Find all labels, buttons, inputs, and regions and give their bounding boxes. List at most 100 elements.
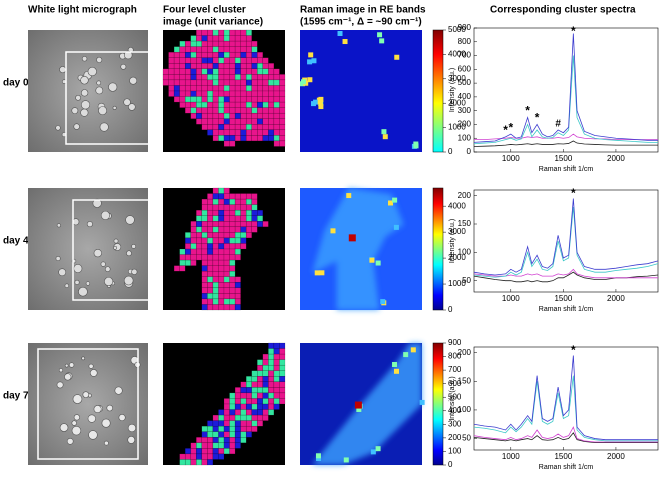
micrograph-granule: [55, 256, 61, 262]
raman-pixel: [330, 228, 336, 234]
cluster-pixel: [262, 387, 269, 394]
cluster-pixel: [229, 129, 236, 136]
cluster-pixel: [184, 237, 191, 244]
x-tick-label: 2000: [607, 452, 625, 461]
cluster-pixel: [212, 437, 219, 444]
cluster-pixel: [223, 107, 230, 114]
colorbar-tick-label: 300: [448, 419, 462, 428]
cluster-pixel: [223, 68, 230, 75]
cluster-pixel: [207, 90, 214, 97]
cluster-pixel: [229, 46, 236, 53]
plot-area: [473, 346, 659, 451]
cluster-pixel: [229, 57, 236, 64]
cluster-pixel: [240, 198, 247, 205]
cluster-pixel: [279, 359, 286, 366]
raman-pixel: [419, 399, 425, 405]
cluster-pixel: [273, 85, 280, 92]
cluster-pixel: [273, 398, 280, 405]
spectrum-line: [473, 426, 658, 443]
colorbar-tick-label: 800: [448, 352, 462, 361]
cluster-pixel: [268, 85, 275, 92]
cluster-pixel: [207, 51, 214, 58]
micrograph-granule: [104, 266, 111, 272]
cluster-pixel: [196, 74, 203, 81]
cluster-pixel: [245, 226, 252, 233]
cluster-pixel: [268, 112, 275, 119]
cluster-pixel: [245, 74, 252, 81]
cluster-pixel: [223, 135, 230, 142]
cluster-pixel: [229, 414, 236, 421]
micrograph-granule: [127, 423, 137, 433]
cluster-pixel: [179, 46, 186, 53]
cluster-pixel: [212, 270, 219, 277]
cluster-pixel: [223, 232, 230, 239]
cluster-pixel: [184, 85, 191, 92]
micrograph-granule: [118, 414, 126, 422]
cluster-pixel: [196, 209, 203, 216]
cluster-pixel: [279, 381, 286, 388]
micrograph-granule: [95, 86, 104, 95]
cluster-pixel: [234, 237, 241, 244]
cluster-pixel: [257, 101, 264, 108]
cluster-pixel: [218, 226, 225, 233]
column-title: image (unit variance): [163, 17, 263, 28]
cluster-pixel: [229, 232, 236, 239]
micrograph-granule: [104, 440, 109, 446]
cluster-pixel: [207, 101, 214, 108]
cluster-pixel: [257, 96, 264, 103]
cluster-pixel: [223, 265, 230, 272]
cluster-pixel: [245, 376, 252, 383]
micrograph-granule: [87, 414, 96, 423]
cluster-pixel: [196, 90, 203, 97]
cluster-pixel: [245, 381, 252, 388]
cluster-pixel: [218, 74, 225, 81]
cluster-pixel: [207, 96, 214, 103]
cluster-pixel: [273, 359, 280, 366]
cluster-pixel: [218, 243, 225, 250]
cluster-pixel: [212, 226, 219, 233]
cluster-pixel: [234, 243, 241, 250]
cluster-pixel: [257, 68, 264, 75]
cluster-pixel: [190, 74, 197, 81]
cluster-pixel: [212, 237, 219, 244]
raman-pixel: [369, 257, 375, 263]
cluster-pixel: [234, 304, 241, 311]
cluster-pixel: [251, 403, 258, 410]
cluster-pixel: [229, 237, 236, 244]
raman-pixel: [315, 453, 321, 459]
cluster-pixel: [201, 293, 208, 300]
cluster-pixel: [262, 135, 269, 142]
micrograph-granule: [71, 425, 82, 436]
cluster-pixel: [262, 112, 269, 119]
cluster-pixel: [234, 35, 241, 42]
cluster-pixel: [184, 57, 191, 64]
cluster-pixel: [190, 259, 197, 266]
micrograph-granule: [80, 100, 91, 110]
cluster-pixel: [201, 85, 208, 92]
cluster-pixel: [218, 193, 225, 200]
micrograph-granule: [85, 281, 91, 286]
cluster-pixel: [223, 51, 230, 58]
colorbar-tick-label: 4000: [448, 201, 466, 210]
cluster-pixel: [173, 265, 180, 272]
cluster-pixel: [196, 248, 203, 255]
cluster-pixel: [229, 448, 236, 455]
colorbar-tick-label: 1000: [448, 279, 466, 288]
colorbar-tick-label: 200: [448, 433, 462, 442]
colorbar-tick-label: 900: [448, 338, 462, 347]
micrograph-granule: [58, 268, 67, 277]
cluster-pixel: [234, 90, 241, 97]
cluster-pixel: [223, 259, 230, 266]
cluster-pixel: [229, 85, 236, 92]
cluster-pixel: [268, 387, 275, 394]
cluster-pixel: [229, 96, 236, 103]
cluster-pixel: [234, 79, 241, 86]
cluster-pixel: [268, 353, 275, 360]
cluster-pixel: [251, 387, 258, 394]
cluster-pixel: [234, 198, 241, 205]
micrograph-granule: [123, 50, 133, 60]
raman-pixel: [393, 224, 399, 230]
y-tick-label: 100: [458, 405, 472, 414]
cluster-pixel: [279, 140, 286, 147]
cluster-pixel: [179, 254, 186, 261]
